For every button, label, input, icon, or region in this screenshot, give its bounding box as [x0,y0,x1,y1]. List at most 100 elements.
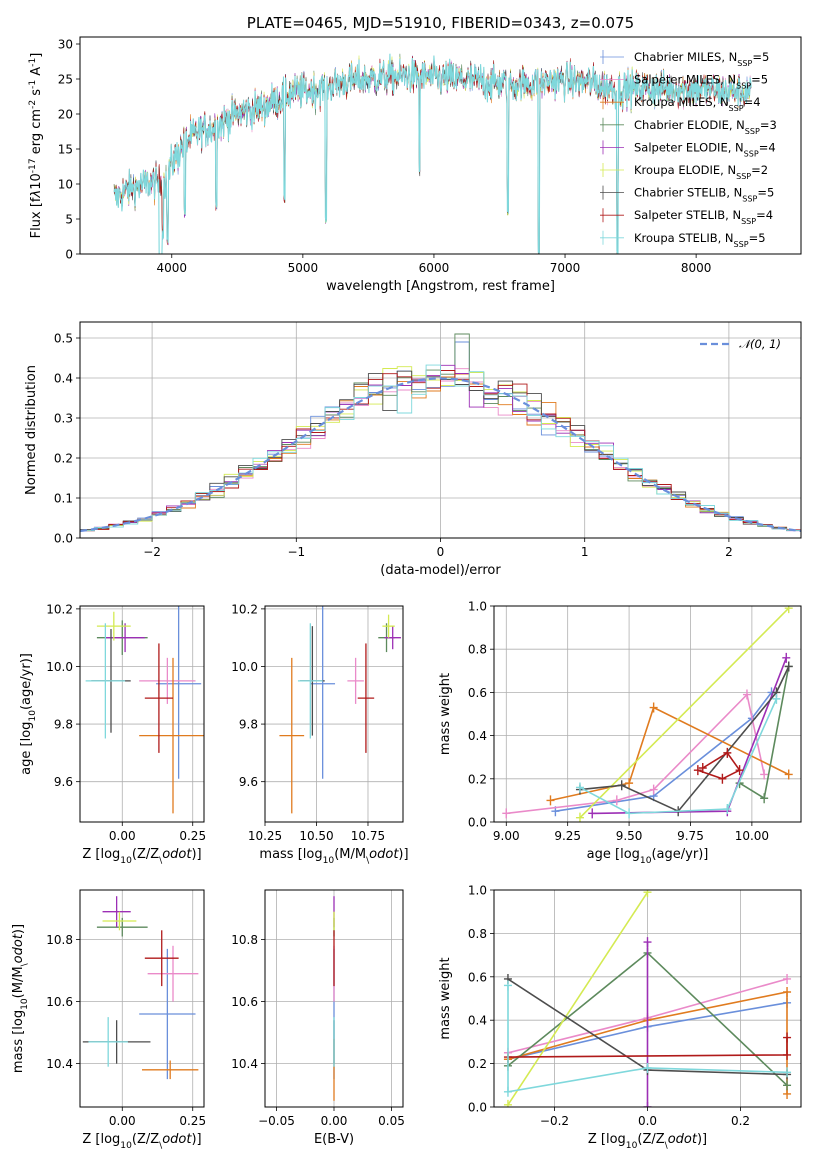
legend-label-7: Salpeter STELIB, NSSP=4 [634,208,773,226]
series-marker [643,1062,652,1073]
chart-age_mass: 10.25 10.50 10.75 9.6 9.8 10.0 10.2 mass [log10… [231,602,408,866]
legend-label-0: Chabrier MILES, NSSP=5 [634,50,769,68]
x-tick-label: 0.25 [179,1114,206,1128]
y-tick-label: 1.0 [468,600,487,614]
x-tick-label: 0.25 [179,829,206,843]
series-marker [693,765,702,776]
errorbar-point-1 [147,945,199,1002]
mass-weight-series-5 [503,890,652,1107]
x-tick-label: 0.2 [731,1114,750,1128]
series-marker [502,808,511,819]
x-tick-label: 10.25 [248,829,282,843]
y-tick-label: 10.6 [231,995,258,1009]
y-axis-label: mass weight [438,957,453,1039]
series-marker [782,652,791,663]
chart-mass_Z: 0.00 0.25 10.4 10.6 10.8 Z [log10(Z/Z\odot)] m… [11,889,206,1151]
chart-title: PLATE=0465, MJD=51910, FIBERID=0343, z=0… [247,14,634,32]
series-marker [735,765,744,776]
legend-label-4: Salpeter ELODIE, NSSP=4 [634,140,776,158]
axes-frame [264,605,404,823]
plot-area [80,322,801,538]
series-marker [617,780,626,791]
x-tick-label: 7000 [550,261,581,275]
y-tick-label: 0.3 [54,412,73,426]
normal-curve [80,377,801,533]
axes-frame [493,605,802,823]
y-tick-label: 30 [58,38,73,52]
x-tick-label: −0.05 [258,1114,295,1128]
x-tick-label: 5000 [288,261,319,275]
errorbar-point-7 [144,930,179,987]
y-tick-label: 0.2 [468,1057,487,1071]
errorbar-point-7 [144,643,173,753]
plot-area [494,890,801,1107]
grid [80,606,204,822]
y-tick-label: 0.0 [54,532,73,546]
legend-label-6: Chabrier STELIB, NSSP=5 [634,186,774,204]
x-tick-label: 9.75 [677,829,704,843]
x-tick-label: 0.00 [109,829,136,843]
x-axis-label: Z [log10(Z/Z\odot)] [588,1132,707,1151]
series-marker [625,808,634,819]
series-marker [783,1080,792,1091]
plot-area [494,606,801,822]
series-line [579,666,790,813]
errorbar-point-0 [156,606,202,779]
axes-frame [79,36,802,255]
y-tick-label: 10.2 [231,602,258,616]
y-tick-label: 0.8 [468,643,487,657]
x-tick-label: 9.50 [616,829,643,843]
series-marker [649,702,658,713]
x-tick-label: 9.25 [554,829,581,843]
errorbar-point-5 [102,911,137,931]
y-tick-label: 10.6 [46,995,73,1009]
series-marker [760,769,769,780]
series-marker [783,1088,792,1099]
axes-frame [79,321,802,539]
errorbar-point-7 [357,643,375,753]
y-tick-label: 10.8 [231,933,258,947]
x-tick-label: 4000 [156,261,187,275]
series-marker [625,778,634,789]
x-tick-label: 0.05 [378,1114,405,1128]
series-marker [772,693,781,704]
x-axis-label: mass [log10(M/M\odot)] [259,847,408,866]
series-marker [649,784,658,795]
y-tick-label: 10.0 [46,660,73,674]
series-marker [783,1049,792,1060]
x-tick-label: 0.00 [109,1114,136,1128]
chart-mass_ebv: −0.05 0.00 0.05 10.4 10.6 10.8 E(B-V) [231,889,405,1147]
series-marker [783,986,792,997]
series-marker [718,773,727,784]
errorbar-point-4 [384,626,401,650]
mass-weight-series-6 [575,661,793,817]
series-marker [546,795,555,806]
y-tick-label: 0.2 [54,452,73,466]
x-tick-label: 0.00 [321,1114,348,1128]
y-tick-label: 0.4 [468,729,487,743]
series-line [579,698,778,815]
chart-spectrum: 4000 5000 6000 7000 8000 0 5 10 15 20 25 30 waveleng… [28,14,802,294]
y-tick-label: 10.0 [231,660,258,674]
x-tick-label: 0 [437,545,445,559]
legend-label-1: Salpeter MILES, NSSP=5 [634,73,768,91]
legend: Chabrier MILES, NSSP=5 Salpeter MILES, NS… [600,50,777,248]
errorbar-point-5 [96,611,131,641]
x-tick-label: −0.2 [540,1114,569,1128]
series-marker [784,769,793,780]
series-marker [643,890,652,898]
errorbar-point-2 [139,657,204,814]
chart-mw_age: 9.00 9.25 9.50 9.75 10.00 0.0 0.2 0.4 0.6 0.8 1.0 a… [438,600,802,866]
y-tick-label: 0 [65,248,73,262]
y-tick-label: 0.5 [54,332,73,346]
plot-area [265,606,403,822]
x-tick-label: 10.75 [351,829,385,843]
series-marker [783,973,792,984]
mass-weight-series-5 [575,606,793,822]
y-axis-label: age [log10(age/yr)] [19,653,38,775]
series-line [555,691,773,812]
x-axis-label: Z [log10(Z/Z\odot)] [82,1132,201,1151]
axes-frame [493,889,802,1108]
series-marker [575,812,584,822]
